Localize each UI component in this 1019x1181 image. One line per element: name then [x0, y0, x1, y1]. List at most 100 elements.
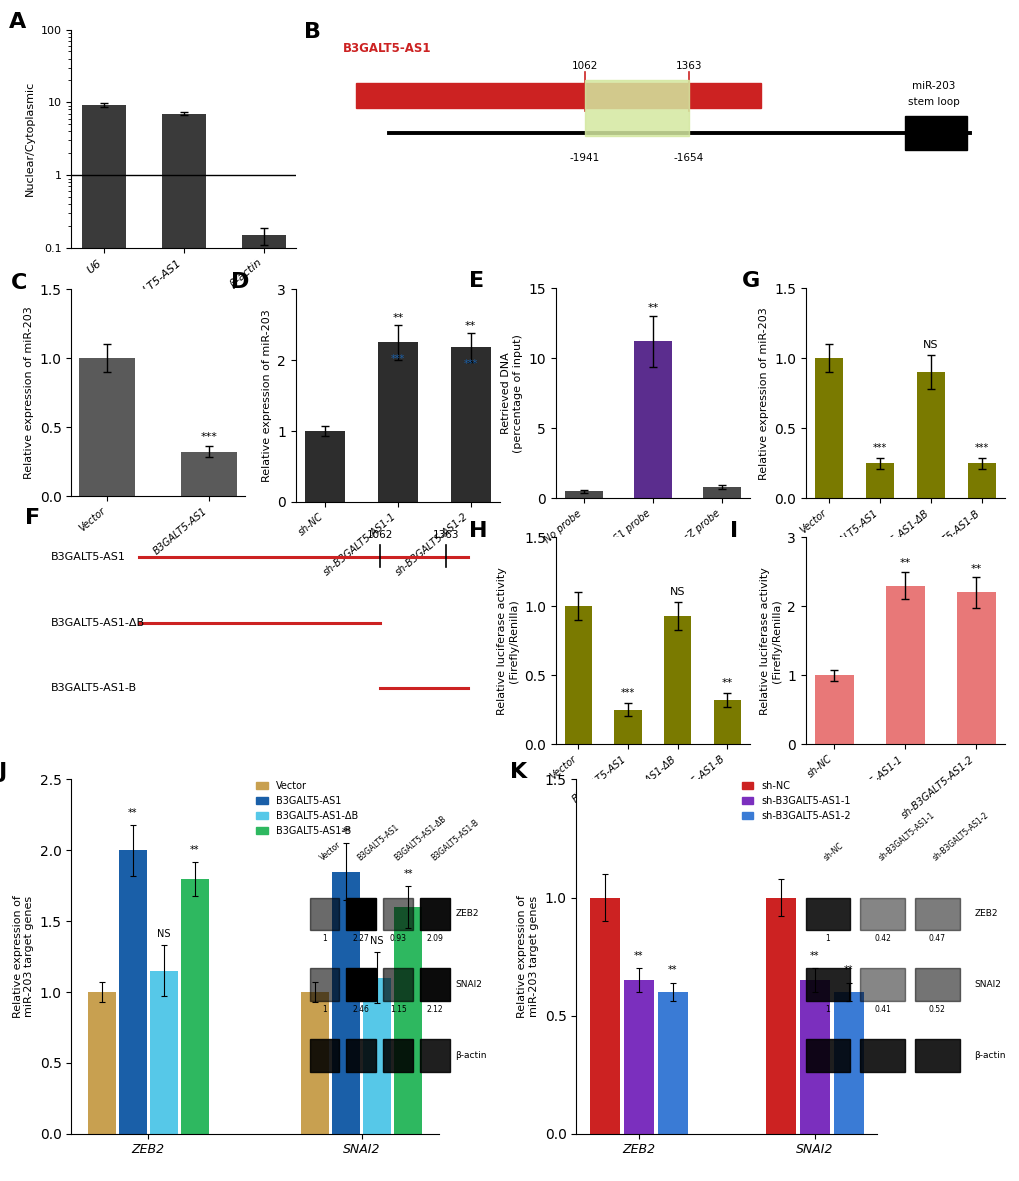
Bar	[309, 1039, 339, 1072]
Text: B3GALT5-AS1-ΔB: B3GALT5-AS1-ΔB	[51, 618, 145, 627]
Bar	[914, 968, 959, 1000]
Text: **: **	[899, 559, 910, 568]
Bar	[82, 105, 125, 1181]
Text: K: K	[510, 762, 527, 782]
Bar	[814, 676, 853, 744]
Text: H: H	[469, 521, 487, 541]
Text: 0.52: 0.52	[928, 1005, 945, 1013]
Text: **: **	[646, 302, 658, 313]
Bar	[713, 700, 740, 744]
Text: C: C	[11, 273, 28, 293]
Y-axis label: Nuclear/Cytoplasmic: Nuclear/Cytoplasmic	[25, 81, 35, 196]
Text: A: A	[8, 12, 25, 32]
Bar	[420, 968, 449, 1000]
Text: **: **	[403, 869, 413, 879]
Bar	[859, 1039, 904, 1072]
Text: **: **	[128, 808, 138, 818]
Text: **: **	[190, 846, 200, 855]
Bar	[565, 491, 602, 498]
Bar	[305, 431, 344, 502]
Text: ZEB2: ZEB2	[454, 909, 478, 919]
Text: 1363: 1363	[676, 61, 702, 71]
Bar	[565, 606, 591, 744]
Bar	[420, 898, 449, 931]
Text: B3GALT5-AS1: B3GALT5-AS1	[51, 552, 125, 562]
Bar	[589, 898, 619, 1134]
Text: **: **	[391, 313, 404, 322]
Text: 1: 1	[322, 934, 326, 942]
Bar	[242, 235, 285, 1181]
Bar	[904, 117, 966, 150]
Bar	[624, 980, 653, 1134]
Bar	[420, 1039, 449, 1072]
Text: β-actin: β-actin	[973, 1051, 1005, 1061]
Text: NS: NS	[370, 935, 383, 946]
Bar	[916, 372, 944, 498]
Text: NS: NS	[922, 340, 937, 351]
Text: 1062: 1062	[571, 61, 597, 71]
Bar	[119, 850, 147, 1134]
Bar	[657, 992, 687, 1134]
Text: E: E	[469, 272, 483, 292]
Bar	[914, 1039, 959, 1072]
Text: G: G	[742, 272, 759, 292]
Text: ZEB2: ZEB2	[973, 909, 997, 919]
Bar	[633, 341, 672, 498]
Bar	[805, 1039, 850, 1072]
Y-axis label: Relative expression of miR-203: Relative expression of miR-203	[24, 306, 34, 479]
Text: 2.27: 2.27	[353, 934, 369, 942]
Text: **: **	[970, 563, 981, 574]
Bar	[180, 879, 209, 1134]
Bar	[884, 586, 924, 744]
Text: F: F	[24, 508, 40, 528]
Text: 0.41: 0.41	[873, 1005, 891, 1013]
Bar	[914, 898, 959, 931]
Bar	[805, 898, 850, 931]
Bar	[834, 992, 863, 1134]
Text: 0.42: 0.42	[873, 934, 891, 942]
Text: NS: NS	[157, 928, 170, 939]
Bar	[383, 1039, 413, 1072]
Bar	[346, 1039, 376, 1072]
Text: ***: ***	[463, 359, 477, 370]
Text: B3GALT5-AS1: B3GALT5-AS1	[356, 822, 400, 862]
Bar	[956, 593, 995, 744]
Y-axis label: Relative expression of miR-203: Relative expression of miR-203	[262, 309, 271, 482]
Bar	[346, 968, 376, 1000]
Bar	[859, 898, 904, 931]
Text: D: D	[230, 273, 249, 293]
Text: B3GALT5-AS1-ΔB: B3GALT5-AS1-ΔB	[392, 814, 447, 862]
Text: ***: ***	[973, 443, 987, 452]
Text: 0.93: 0.93	[389, 934, 407, 942]
Bar	[161, 113, 206, 1181]
Bar	[765, 898, 795, 1134]
Bar	[393, 907, 422, 1134]
Text: NS: NS	[669, 587, 685, 598]
Text: β-actin: β-actin	[454, 1051, 486, 1061]
Text: 2.12: 2.12	[426, 1005, 443, 1013]
Text: sh-B3GALT5-AS1-2: sh-B3GALT5-AS1-2	[930, 810, 990, 862]
Text: **: **	[809, 951, 818, 961]
Text: 1: 1	[824, 934, 829, 942]
Text: **: **	[843, 965, 853, 976]
Y-axis label: Retrieved DNA
(percentage of input): Retrieved DNA (percentage of input)	[501, 334, 523, 452]
Bar	[967, 463, 995, 498]
Text: B3GALT5-AS1-B: B3GALT5-AS1-B	[51, 683, 137, 693]
Bar	[309, 968, 339, 1000]
Text: **: **	[634, 951, 643, 961]
Text: 1.15: 1.15	[389, 1005, 407, 1013]
Text: -1654: -1654	[674, 154, 703, 163]
Text: -1941: -1941	[569, 154, 599, 163]
Bar	[584, 80, 689, 136]
Bar	[332, 872, 360, 1134]
Bar	[865, 463, 893, 498]
Legend: Vector, B3GALT5-AS1, B3GALT5-AS1-ΔB, B3GALT5-AS1-B: Vector, B3GALT5-AS1, B3GALT5-AS1-ΔB, B3G…	[253, 777, 362, 840]
Bar	[301, 992, 329, 1134]
Bar	[613, 710, 641, 744]
Text: 1062: 1062	[367, 530, 392, 540]
Bar	[309, 898, 339, 931]
Bar	[702, 488, 740, 498]
Text: 0.47: 0.47	[928, 934, 945, 942]
Bar	[663, 616, 691, 744]
Bar	[150, 971, 177, 1134]
